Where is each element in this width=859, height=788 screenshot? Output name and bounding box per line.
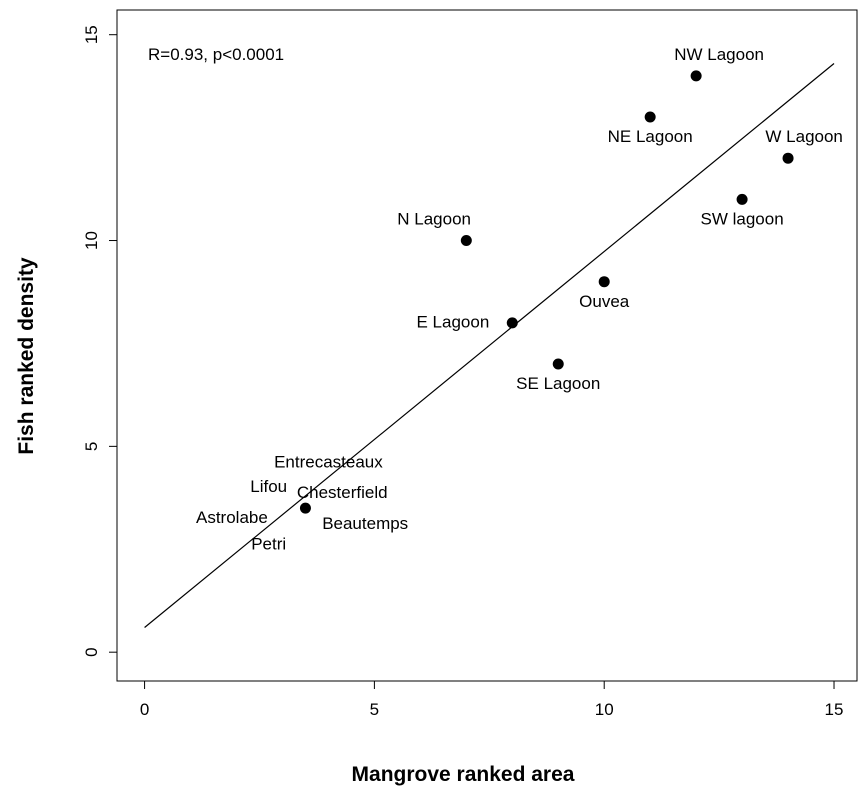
x-tick-label-0: 0 xyxy=(140,700,149,719)
y-axis-title: Fish ranked density xyxy=(15,257,38,455)
x-axis-title: Mangrove ranked area xyxy=(352,763,575,786)
point-label-12: Beautemps xyxy=(322,514,408,533)
point-label-7: SE Lagoon xyxy=(516,374,600,393)
data-point-8 xyxy=(299,502,311,514)
stat-annotation: R=0.93, p<0.0001 xyxy=(148,45,284,64)
point-label-3: SW lagoon xyxy=(701,209,784,228)
y-tick-label-1: 5 xyxy=(82,442,101,451)
regression-line xyxy=(144,63,835,628)
y-tick-label-0: 0 xyxy=(82,647,101,656)
axes: 0 5 10 15 0 5 10 15 xyxy=(82,25,843,719)
x-tick-label-3: 15 xyxy=(825,700,844,719)
y-tick-label-3: 15 xyxy=(82,25,101,44)
point-label-10: Chesterfield xyxy=(297,483,388,502)
point-label-13: Petri xyxy=(251,535,286,554)
plot-frame xyxy=(116,9,858,682)
data-point-6 xyxy=(506,317,518,329)
x-tick-label-1: 5 xyxy=(370,700,379,719)
data-point-2 xyxy=(690,70,702,82)
data-point-0 xyxy=(782,152,794,164)
point-label-4: N Lagoon xyxy=(397,209,471,228)
point-label-8: Entrecasteaux xyxy=(274,452,383,471)
x-tick-label-2: 10 xyxy=(595,700,614,719)
data-point-3 xyxy=(644,111,656,123)
fit-line-group xyxy=(144,63,835,628)
data-points xyxy=(299,70,794,514)
point-label-11: Astrolabe xyxy=(196,508,268,527)
data-point-7 xyxy=(460,235,472,247)
point-label-9: Lifou xyxy=(250,477,287,496)
point-label-6: E Lagoon xyxy=(417,312,490,331)
data-point-1 xyxy=(736,193,748,205)
point-label-1: NE Lagoon xyxy=(608,127,693,146)
point-label-2: W Lagoon xyxy=(765,127,843,146)
point-labels: NW Lagoon NE Lagoon W Lagoon SW lagoon N Lag… xyxy=(196,45,843,554)
point-label-5: Ouvea xyxy=(579,292,630,311)
data-point-5 xyxy=(552,358,564,370)
y-tick-label-2: 10 xyxy=(82,231,101,250)
point-label-0: NW Lagoon xyxy=(674,45,764,64)
data-point-4 xyxy=(598,276,610,288)
